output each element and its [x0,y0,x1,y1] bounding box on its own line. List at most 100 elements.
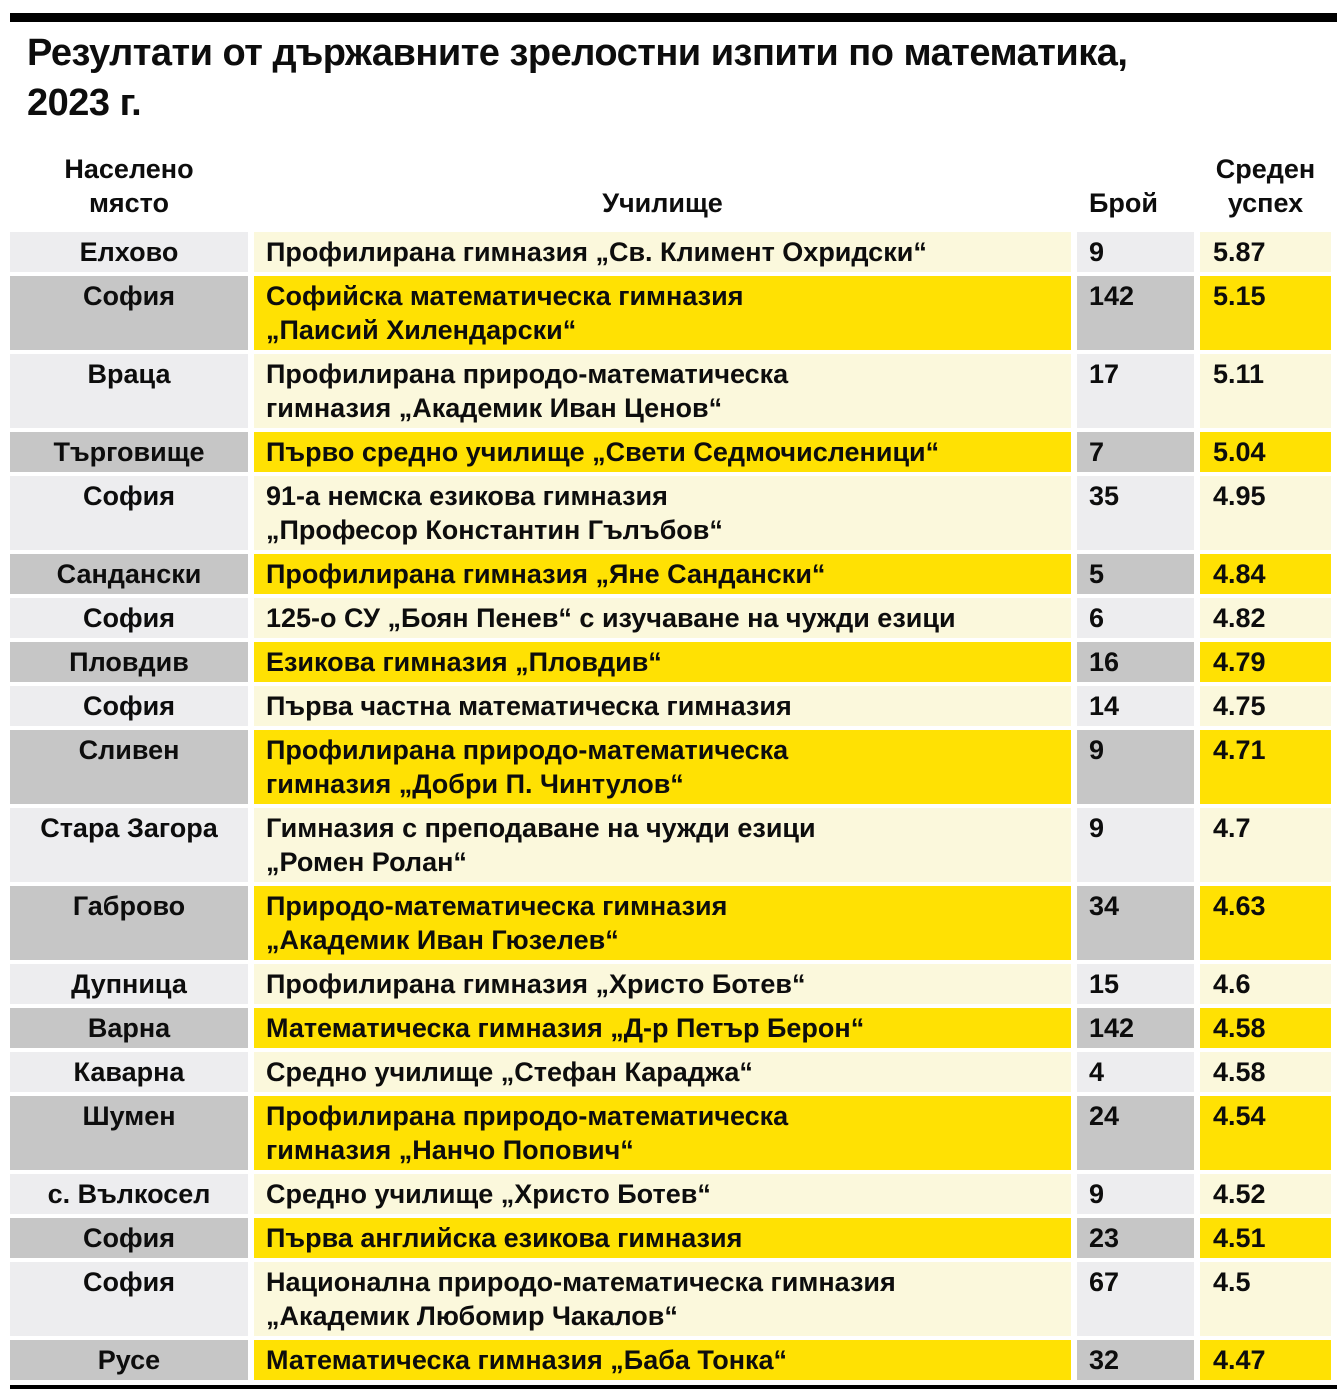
table-row: Пловдив Езикова гимназия „Пловдив“ 16 4.79 [10,642,1332,682]
settlement-cell: Сандански [10,554,248,594]
score-cell: 4.54 [1200,1096,1331,1170]
settlement-cell: Варна [10,1008,248,1048]
school-cell: Средно училище „Христо Ботев“ [254,1174,1071,1214]
school-cell: Математическа гимназия „Д-р Петър Берон“ [254,1008,1071,1048]
score-cell: 4.58 [1200,1052,1331,1092]
score-cell: 4.58 [1200,1008,1331,1048]
column-header-score: Среден успех [1215,154,1316,218]
count-cell: 142 [1077,1008,1194,1048]
school-cell: Профилирана природо-математическа гимназ… [254,730,1071,804]
settlement-cell: Стара Загора [10,808,248,882]
results-table: Населено място Училище Брой Среден успех… [10,152,1332,1380]
count-cell: 9 [1077,1174,1194,1214]
school-cell: Средно училище „Стефан Караджа“ [254,1052,1071,1092]
table-header-row: Населено място Училище Брой Среден успех [10,152,1332,228]
count-cell: 6 [1077,598,1194,638]
score-cell: 5.04 [1200,432,1331,472]
school-cell: Математическа гимназия „Баба Тонка“ [254,1340,1071,1380]
settlement-cell: София [10,1262,248,1336]
count-cell: 15 [1077,964,1194,1004]
score-cell: 4.63 [1200,886,1331,960]
table-row: Елхово Профилирана гимназия „Св. Климент … [10,232,1332,272]
settlement-cell: София [10,476,248,550]
score-cell: 4.71 [1200,730,1331,804]
school-cell: Езикова гимназия „Пловдив“ [254,642,1071,682]
table-row: с. Вълкосел Средно училище „Христо Ботев“… [10,1174,1332,1214]
school-cell: Софийска математическа гимназия „Паисий … [254,276,1071,350]
count-cell: 23 [1077,1218,1194,1258]
count-cell: 5 [1077,554,1194,594]
school-cell: Профилирана природо-математическа гимназ… [254,1096,1071,1170]
table-row: София Първа частна математическа гимназия… [10,686,1332,726]
settlement-cell: Търговище [10,432,248,472]
count-cell: 35 [1077,476,1194,550]
count-cell: 17 [1077,354,1194,428]
top-divider-bar [10,13,1337,22]
settlement-cell: с. Вълкосел [10,1174,248,1214]
count-cell: 16 [1077,642,1194,682]
school-cell: 125-о СУ „Боян Пенев“ с изучаване на чуж… [254,598,1071,638]
school-cell: Гимназия с преподаване на чужди езици „Р… [254,808,1071,882]
score-cell: 4.95 [1200,476,1331,550]
settlement-cell: София [10,686,248,726]
score-cell: 4.51 [1200,1218,1331,1258]
table-row: София Национална природо-математическа ги… [10,1262,1332,1336]
school-cell: Профилирана гимназия „Св. Климент Охридс… [254,232,1071,272]
table-row: Русе Математическа гимназия „Баба Тонка“ 3… [10,1340,1332,1380]
school-cell: Профилирана гимназия „Яне Сандански“ [254,554,1071,594]
score-cell: 4.82 [1200,598,1331,638]
table-row: Каварна Средно училище „Стефан Караджа“ 4 4… [10,1052,1332,1092]
score-cell: 4.5 [1200,1262,1331,1336]
count-cell: 7 [1077,432,1194,472]
table-row: Шумен Профилирана природо-математическа г… [10,1096,1332,1170]
count-cell: 9 [1077,730,1194,804]
count-cell: 9 [1077,808,1194,882]
table-row: Търговище Първо средно училище „Свети Сед… [10,432,1332,472]
count-cell: 14 [1077,686,1194,726]
table-row: Сандански Профилирана гимназия „Яне Санда… [10,554,1332,594]
settlement-cell: Дупница [10,964,248,1004]
settlement-cell: Елхово [10,232,248,272]
school-cell: Профилирана гимназия „Христо Ботев“ [254,964,1071,1004]
table-row: Варна Математическа гимназия „Д-р Петър Б… [10,1008,1332,1048]
settlement-cell: София [10,598,248,638]
table-row: Сливен Профилирана природо-математическа … [10,730,1332,804]
school-cell: Природо-математическа гимназия „Академик… [254,886,1071,960]
settlement-cell: Враца [10,354,248,428]
score-cell: 4.6 [1200,964,1331,1004]
score-cell: 5.11 [1200,354,1331,428]
school-cell: Профилирана природо-математическа гимназ… [254,354,1071,428]
settlement-cell: Шумен [10,1096,248,1170]
count-cell: 34 [1077,886,1194,960]
score-cell: 4.79 [1200,642,1331,682]
column-header-count: Брой [1089,188,1158,218]
page-title: Резултати от държавните зрелостни изпити… [27,32,1128,124]
score-cell: 4.52 [1200,1174,1331,1214]
settlement-cell: София [10,276,248,350]
table-row: Враца Профилирана природо-математическа г… [10,354,1332,428]
settlement-cell: Пловдив [10,642,248,682]
score-cell: 4.84 [1200,554,1331,594]
settlement-cell: Габрово [10,886,248,960]
score-cell: 4.47 [1200,1340,1331,1380]
count-cell: 142 [1077,276,1194,350]
score-cell: 5.15 [1200,276,1331,350]
table-row: Габрово Природо-математическа гимназия „А… [10,886,1332,960]
count-cell: 67 [1077,1262,1194,1336]
column-header-school: Училище [602,188,723,218]
score-cell: 5.87 [1200,232,1331,272]
table-row: Стара Загора Гимназия с преподаване на чу… [10,808,1332,882]
column-header-settlement: Населено място [64,154,194,218]
school-cell: Национална природо-математическа гимнази… [254,1262,1071,1336]
score-cell: 4.7 [1200,808,1331,882]
settlement-cell: Русе [10,1340,248,1380]
table-row: Дупница Профилирана гимназия „Христо Боте… [10,964,1332,1004]
settlement-cell: Каварна [10,1052,248,1092]
settlement-cell: София [10,1218,248,1258]
table-row: София 91-а немска езикова гимназия „Профе… [10,476,1332,550]
count-cell: 4 [1077,1052,1194,1092]
count-cell: 32 [1077,1340,1194,1380]
bottom-divider-line [10,1385,1337,1389]
table-body: Елхово Профилирана гимназия „Св. Климент … [10,232,1332,1380]
school-cell: Първа английска езикова гимназия [254,1218,1071,1258]
